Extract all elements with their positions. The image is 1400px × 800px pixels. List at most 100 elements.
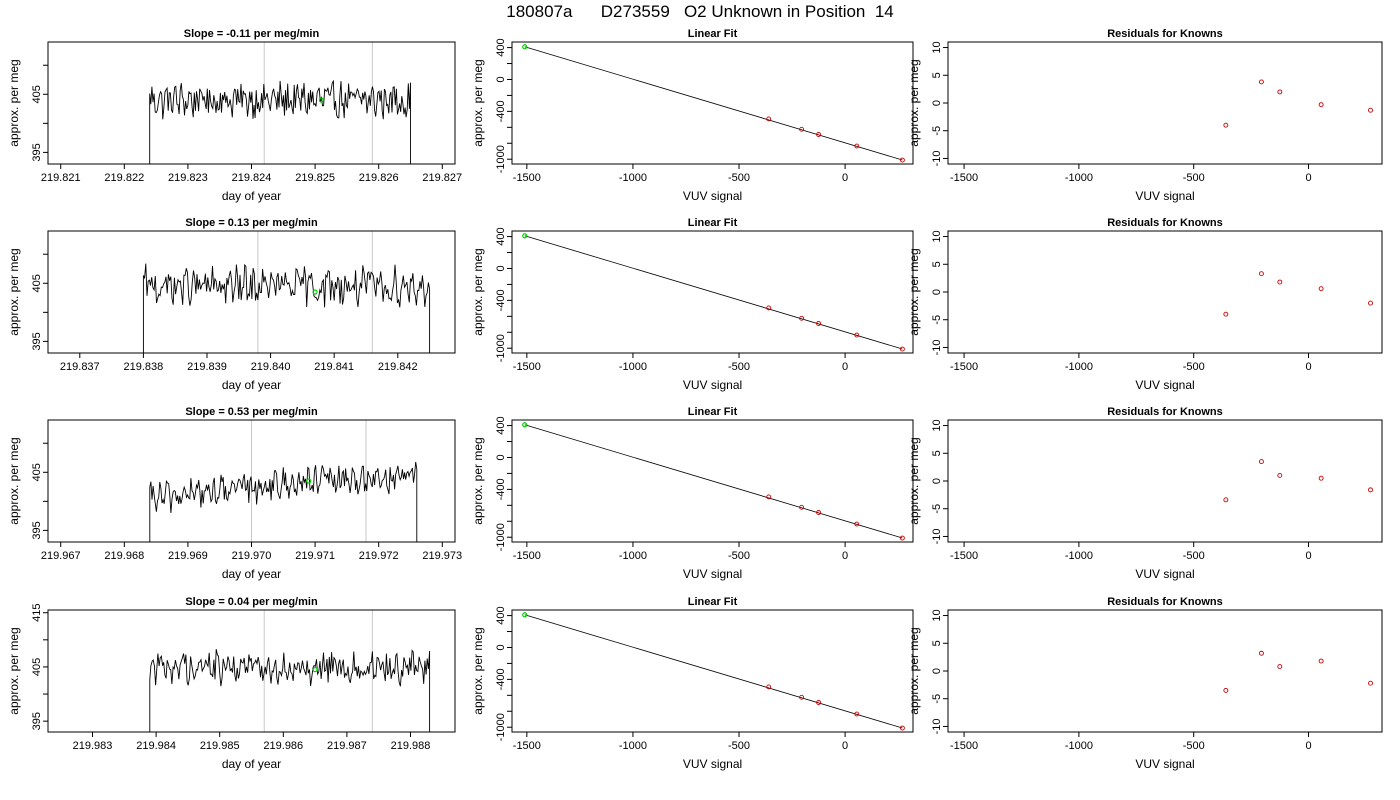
y-tick-label: -1000 <box>495 523 507 551</box>
panel-title: Linear Fit <box>688 596 738 608</box>
panel-title: Slope = 0.13 per meg/min <box>185 217 318 229</box>
x-axis-label: day of year <box>222 567 281 581</box>
fit-line <box>524 614 903 729</box>
plot-area <box>1223 79 1373 128</box>
y-axis-label: approx. per meg <box>471 627 485 714</box>
plot-area <box>1223 459 1373 503</box>
x-tick-label: -1500 <box>950 361 978 373</box>
x-tick-label: 0 <box>1305 361 1311 373</box>
y-tick-label: 400 <box>495 416 507 434</box>
panel-title: Slope = 0.53 per meg/min <box>185 406 318 418</box>
x-tick-label: -500 <box>728 361 750 373</box>
panel-title: Linear Fit <box>688 406 738 418</box>
plot-area <box>522 422 905 541</box>
y-axis: -10 -5 0 5 10 approx. per meg <box>907 41 948 166</box>
y-tick-label: -10 <box>931 719 943 735</box>
x-tick-label: -1000 <box>1065 550 1093 562</box>
signal-trace <box>142 263 431 353</box>
x-tick-label: 219.983 <box>73 740 113 752</box>
y-tick-label: 400 <box>495 38 507 56</box>
x-axis-label: day of year <box>222 378 281 392</box>
x-axis-label: VUV signal <box>683 757 742 771</box>
known-point <box>899 346 905 352</box>
fit-line <box>524 424 903 539</box>
residual-point <box>1258 650 1264 656</box>
x-axis-label: VUV signal <box>1135 757 1194 771</box>
x-tick-label: -1000 <box>619 361 647 373</box>
x-tick-label: 0 <box>842 740 848 752</box>
known-point <box>766 494 772 500</box>
y-tick-label: 10 <box>931 609 943 621</box>
unknown-marker <box>318 97 325 103</box>
y-tick-label: 400 <box>495 606 507 624</box>
y-axis-label: approx. per meg <box>907 627 921 714</box>
y-tick-label: 405 <box>31 85 43 103</box>
x-tick-label: -500 <box>1183 740 1205 752</box>
signal-trace <box>149 79 411 164</box>
unknown-point <box>522 422 528 428</box>
plot-area <box>522 233 905 352</box>
x-tick-label: -1500 <box>513 740 541 752</box>
x-tick-label: 219.822 <box>104 172 144 184</box>
x-tick-label: 219.840 <box>251 361 291 373</box>
x-tick-label: 0 <box>842 550 848 562</box>
x-tick-label: 219.985 <box>200 740 240 752</box>
x-tick-label: 219.839 <box>187 361 227 373</box>
x-axis-label: day of year <box>222 757 281 771</box>
x-axis: -1500 -1000 -500 0 VUV signal <box>513 353 848 392</box>
residual-point <box>1318 102 1324 108</box>
signal-trace <box>149 649 431 732</box>
panel-title: Slope = -0.11 per meg/min <box>184 28 320 40</box>
y-axis-label: approx. per meg <box>471 59 485 146</box>
panel-title: Residuals for Knowns <box>1107 217 1223 229</box>
x-tick-label: 219.838 <box>124 361 164 373</box>
known-point <box>816 132 822 137</box>
fit-line <box>524 46 903 161</box>
plot-frame <box>511 230 914 354</box>
residual-point <box>1223 497 1229 503</box>
y-axis-label: approx. per meg <box>471 248 485 335</box>
unknown-marker <box>306 478 312 484</box>
plot-frame <box>511 419 914 543</box>
x-axis: -1500 -1000 -500 0 VUV signal <box>513 542 848 581</box>
x-tick-label: 0 <box>1305 740 1311 752</box>
panel-title: Slope = 0.04 per meg/min <box>185 596 318 608</box>
y-tick-label: -400 <box>495 478 507 500</box>
y-tick-label: 0 <box>495 76 507 82</box>
y-axis: -10 -5 0 5 10 approx. per meg <box>907 609 948 734</box>
plot-frame <box>511 609 914 733</box>
y-tick-label: 405 <box>31 658 43 676</box>
y-tick-label: 0 <box>495 644 507 650</box>
known-point <box>854 143 860 149</box>
residual-point <box>1223 122 1229 128</box>
x-tick-label: 219.987 <box>327 740 367 752</box>
x-axis: 219.983 219.984 219.985 219.986 219.987 219.9… <box>73 732 431 771</box>
known-point <box>799 694 805 700</box>
y-tick-label: -400 <box>495 289 507 311</box>
x-tick-label: -500 <box>1183 550 1205 562</box>
y-tick-label: 415 <box>31 604 43 622</box>
known-point <box>899 535 905 541</box>
x-tick-label: 219.988 <box>391 740 431 752</box>
y-tick-label: -1000 <box>495 145 507 173</box>
panel-title: Linear Fit <box>688 217 738 229</box>
plot-area <box>142 231 431 353</box>
x-axis: 219.837 219.838 219.839 219.840 219.841 219.8… <box>60 353 418 392</box>
x-tick-label: 219.825 <box>295 172 335 184</box>
fit-line <box>524 235 903 350</box>
x-tick-label: -500 <box>728 740 750 752</box>
signal-trace <box>149 461 418 542</box>
y-tick-label: -5 <box>931 126 943 136</box>
y-axis: 395 405 415 approx. per meg <box>7 604 48 730</box>
x-tick-label: 219.826 <box>359 172 399 184</box>
unknown-marker <box>312 667 318 673</box>
x-tick-label: 219.841 <box>314 361 354 373</box>
known-point <box>854 711 860 717</box>
x-tick-label: 219.823 <box>168 172 208 184</box>
figure-title: 180807a D273559 O2 Unknown in Position 1… <box>506 2 894 21</box>
x-tick-label: 0 <box>1305 550 1311 562</box>
